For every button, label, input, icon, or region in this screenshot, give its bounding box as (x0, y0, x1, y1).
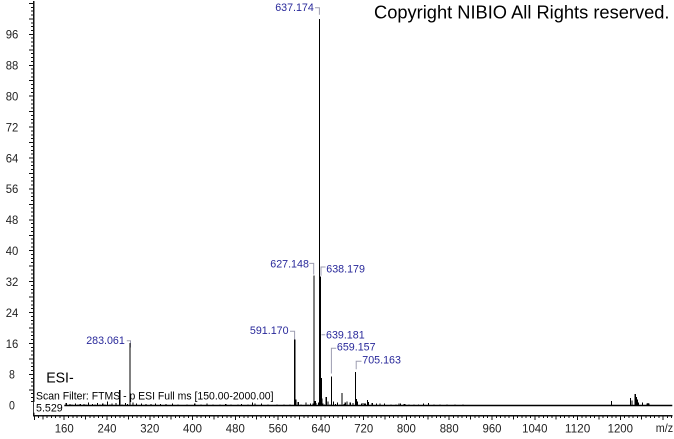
svg-text:639.181: 639.181 (326, 330, 365, 342)
svg-text:0: 0 (9, 399, 15, 413)
svg-text:1200: 1200 (608, 421, 634, 434)
svg-text:1040: 1040 (522, 421, 548, 434)
svg-text:80: 80 (6, 90, 19, 104)
svg-text:5.529: 5.529 (36, 402, 63, 414)
svg-text:240: 240 (98, 421, 117, 434)
svg-text:32: 32 (6, 275, 19, 289)
svg-text:637.174: 637.174 (275, 2, 314, 14)
svg-text:480: 480 (226, 421, 245, 434)
svg-text:160: 160 (55, 421, 74, 434)
svg-text:627.148: 627.148 (270, 259, 309, 271)
svg-text:Copyright NIBIO All Rights res: Copyright NIBIO All Rights reserved. (374, 2, 670, 23)
svg-text:40: 40 (6, 244, 19, 258)
svg-text:638.179: 638.179 (326, 264, 365, 276)
svg-text:64: 64 (6, 151, 19, 165)
svg-text:283.061: 283.061 (86, 335, 125, 347)
svg-text:591.170: 591.170 (250, 325, 289, 337)
svg-text:1120: 1120 (565, 421, 591, 434)
svg-text:24: 24 (6, 306, 19, 320)
svg-text:400: 400 (183, 421, 202, 434)
svg-text:56: 56 (6, 182, 19, 196)
svg-text:320: 320 (140, 421, 159, 434)
svg-text:560: 560 (269, 421, 288, 434)
svg-text:960: 960 (483, 421, 502, 434)
svg-text:72: 72 (6, 120, 19, 134)
svg-text:88: 88 (6, 59, 19, 73)
svg-text:Scan Filter: FTMS - p ESI Full: Scan Filter: FTMS - p ESI Full ms [150.0… (36, 391, 274, 403)
svg-text:640: 640 (311, 421, 330, 434)
svg-text:m/z: m/z (656, 421, 673, 434)
svg-text:720: 720 (354, 421, 373, 434)
svg-text:96: 96 (6, 28, 19, 42)
svg-text:705.163: 705.163 (362, 355, 401, 367)
svg-text:659.157: 659.157 (337, 342, 376, 354)
svg-text:880: 880 (440, 421, 459, 434)
svg-text:16: 16 (6, 337, 19, 351)
svg-text:48: 48 (6, 213, 19, 227)
svg-text:ESI-: ESI- (46, 370, 74, 386)
svg-text:800: 800 (397, 421, 416, 434)
svg-text:8: 8 (9, 368, 15, 382)
